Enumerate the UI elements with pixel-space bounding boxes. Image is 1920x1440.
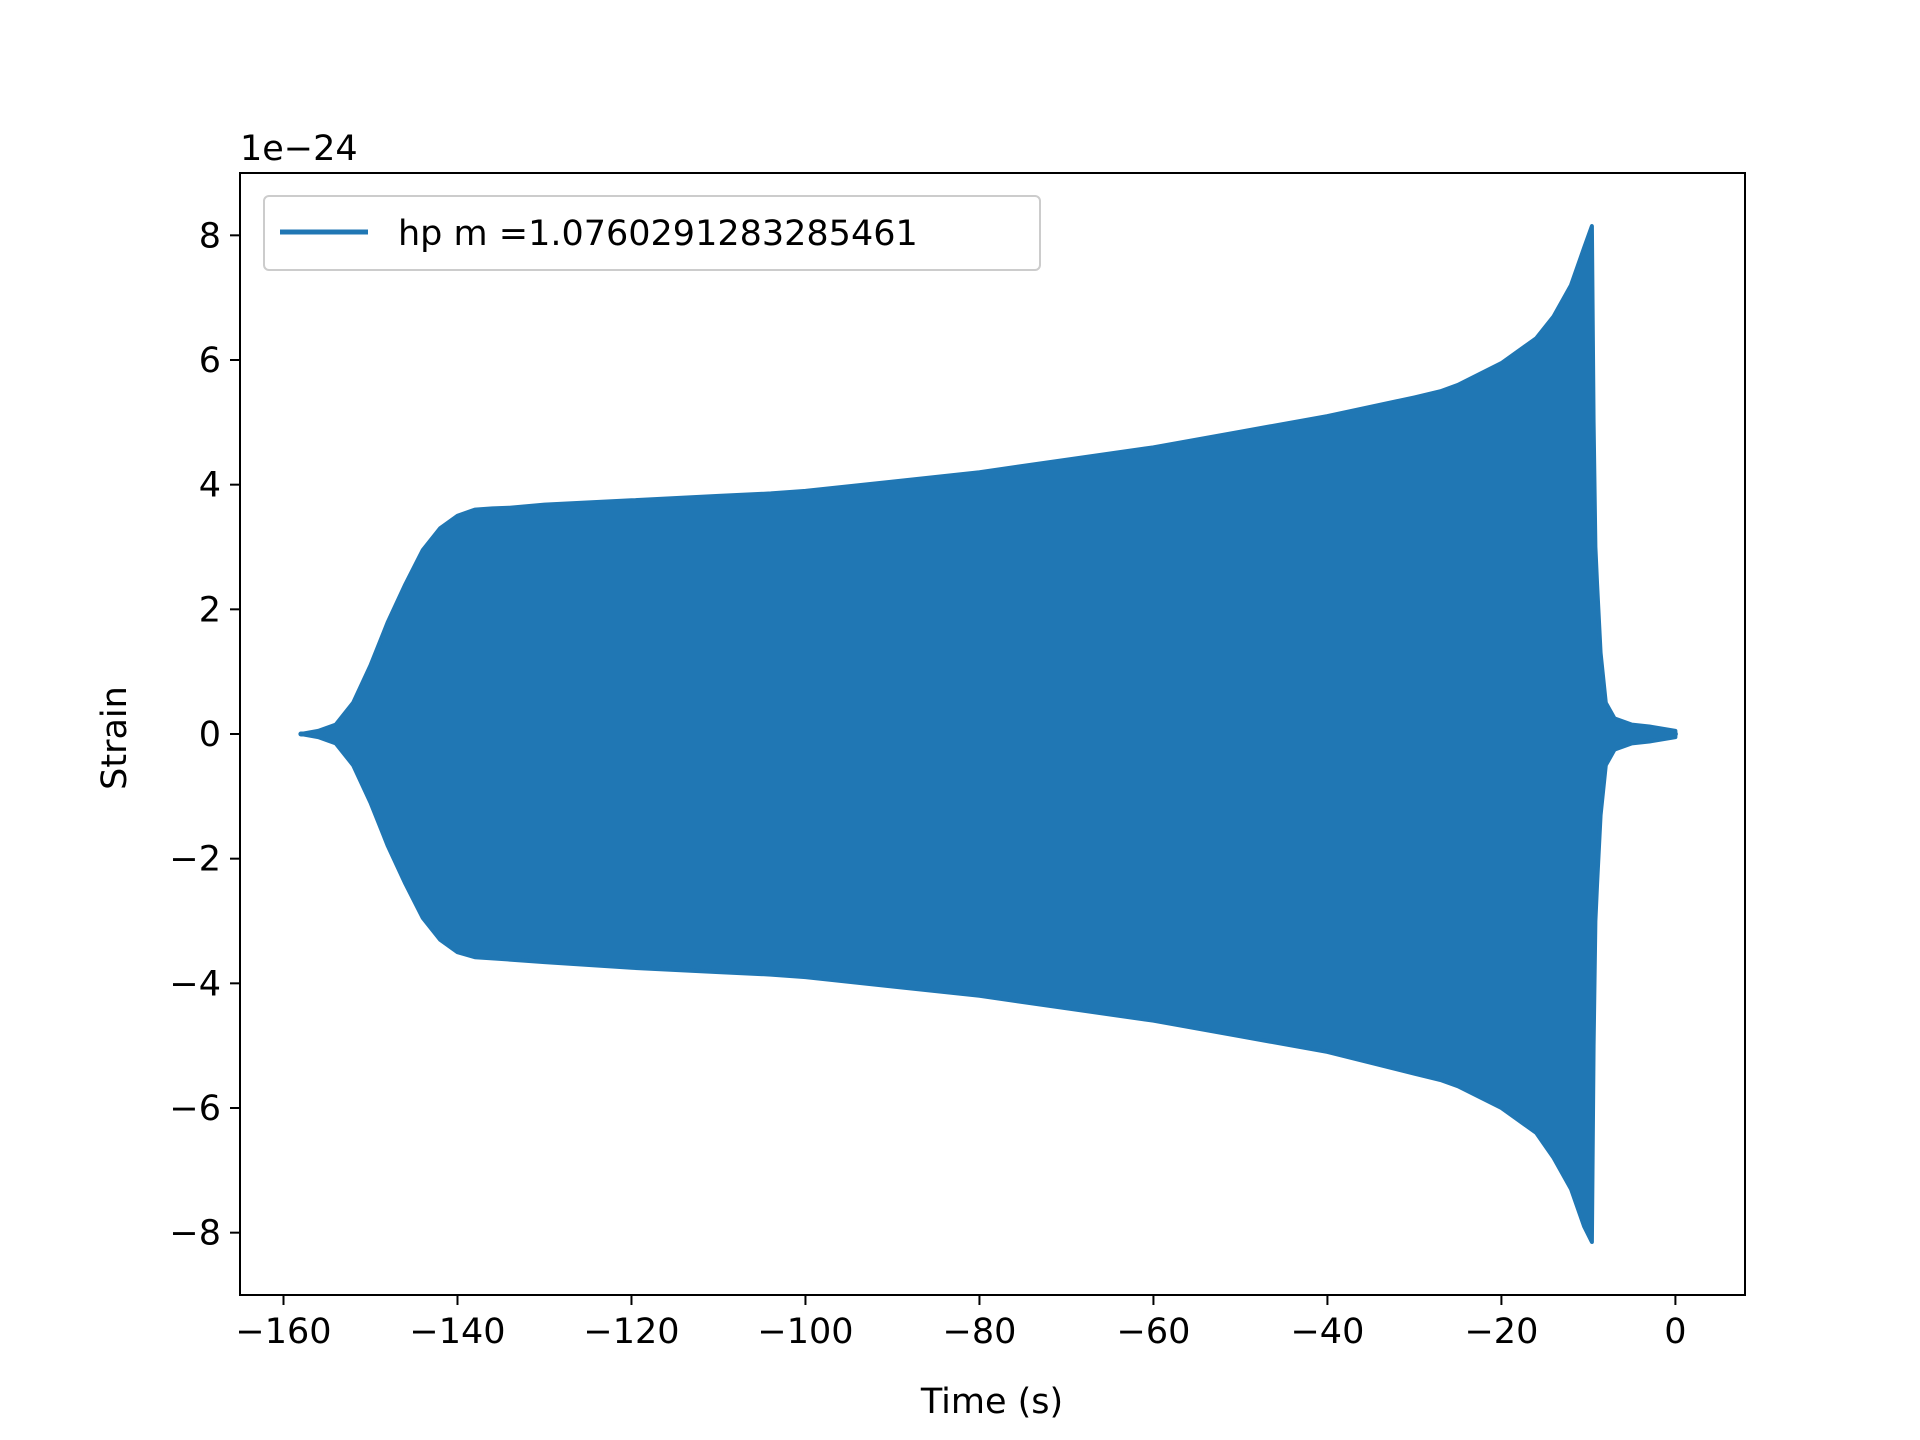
y-tick-label: −4 bbox=[169, 964, 221, 1004]
x-tick-label: −20 bbox=[1464, 1312, 1538, 1352]
x-axis-label: Time (s) bbox=[920, 1382, 1063, 1422]
y-tick-label: −8 bbox=[169, 1214, 221, 1254]
series-layer bbox=[298, 224, 1678, 1244]
y-axis-label: Strain bbox=[95, 686, 135, 790]
y-tick-label: −6 bbox=[169, 1089, 221, 1129]
x-tick-label: −60 bbox=[1117, 1312, 1191, 1352]
x-axis: −160 −140 −120 −100 −80 −60 −40 −20 0 bbox=[235, 1295, 1687, 1352]
y-tick-label: −2 bbox=[169, 840, 221, 880]
y-tick-label: 4 bbox=[199, 466, 221, 506]
x-tick-label: −100 bbox=[757, 1312, 853, 1352]
y-tick-label: 2 bbox=[199, 590, 221, 630]
x-tick-label: −80 bbox=[943, 1312, 1017, 1352]
legend-entry-label: hp m =1.0760291283285461 bbox=[398, 214, 918, 254]
x-tick-label: −40 bbox=[1290, 1312, 1364, 1352]
y-tick-label: 6 bbox=[199, 341, 221, 381]
x-tick-label: −140 bbox=[409, 1312, 505, 1352]
y-offset-label: 1e−24 bbox=[240, 129, 358, 169]
y-tick-label: 0 bbox=[199, 715, 221, 755]
x-tick-label: −120 bbox=[583, 1312, 679, 1352]
x-tick-label: 0 bbox=[1664, 1312, 1686, 1352]
legend-box bbox=[263, 195, 1041, 271]
legend: hp m =1.0760291283285461 bbox=[263, 195, 1041, 271]
x-tick-label: −160 bbox=[235, 1312, 331, 1352]
y-tick-label: 8 bbox=[199, 216, 221, 256]
y-axis: −8 −6 −4 −2 0 2 4 6 8 bbox=[169, 216, 240, 1254]
